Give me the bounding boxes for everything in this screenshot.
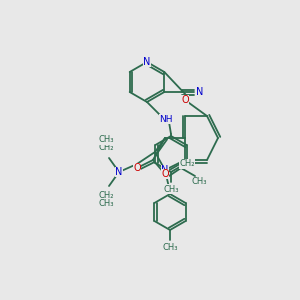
- Text: CH₃: CH₃: [163, 184, 179, 194]
- Text: CH₂: CH₂: [98, 191, 114, 200]
- Text: N: N: [115, 167, 123, 177]
- Text: CH₂: CH₂: [179, 160, 195, 169]
- Text: CH₃: CH₃: [162, 242, 178, 251]
- Text: CH₃: CH₃: [98, 200, 114, 208]
- Text: O: O: [161, 169, 169, 179]
- Text: N: N: [143, 57, 151, 67]
- Text: O: O: [133, 163, 141, 173]
- Text: N: N: [196, 87, 203, 97]
- Text: CH₃: CH₃: [98, 136, 114, 145]
- Text: CH₂: CH₂: [98, 143, 114, 152]
- Text: O: O: [181, 95, 189, 105]
- Text: CH₃: CH₃: [191, 178, 207, 187]
- Text: NH: NH: [159, 115, 173, 124]
- Text: N: N: [161, 165, 169, 175]
